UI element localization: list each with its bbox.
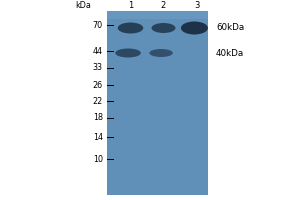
Text: 2: 2 bbox=[161, 0, 166, 9]
Text: 40kDa: 40kDa bbox=[216, 48, 244, 58]
Text: 18: 18 bbox=[93, 114, 103, 122]
Text: 44: 44 bbox=[93, 46, 103, 55]
Ellipse shape bbox=[118, 22, 143, 33]
Text: 22: 22 bbox=[93, 97, 103, 106]
Ellipse shape bbox=[149, 49, 173, 57]
Text: 3: 3 bbox=[194, 0, 199, 9]
Text: 10: 10 bbox=[93, 154, 103, 164]
FancyBboxPatch shape bbox=[106, 11, 208, 19]
Ellipse shape bbox=[181, 21, 208, 34]
Ellipse shape bbox=[115, 48, 141, 58]
Text: 26: 26 bbox=[93, 80, 103, 90]
FancyBboxPatch shape bbox=[106, 11, 208, 195]
Text: kDa: kDa bbox=[76, 1, 91, 10]
Text: 1: 1 bbox=[128, 0, 133, 9]
Text: 14: 14 bbox=[93, 132, 103, 142]
Text: 33: 33 bbox=[93, 64, 103, 72]
Text: 70: 70 bbox=[93, 21, 103, 29]
Text: 60kDa: 60kDa bbox=[216, 23, 244, 32]
Ellipse shape bbox=[152, 23, 176, 33]
